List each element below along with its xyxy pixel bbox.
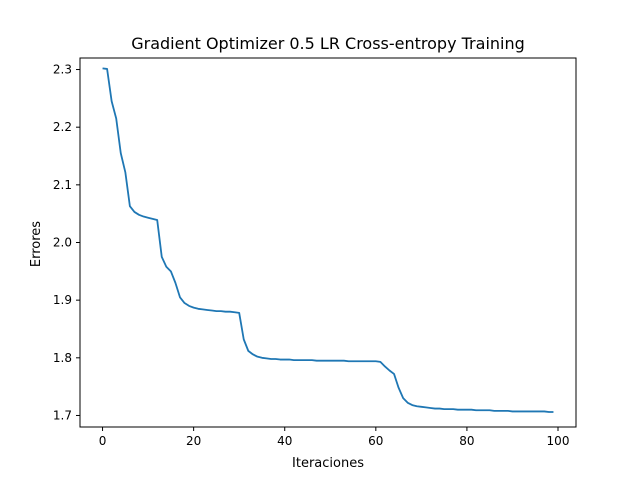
y-axis: 1.7 1.8 1.9 2.0 2.1 2.2 2.3 (53, 63, 80, 422)
x-tick-label: 20 (186, 434, 201, 448)
chart-title: Gradient Optimizer 0.5 LR Cross-entropy … (131, 34, 525, 53)
x-tick-label: 80 (459, 434, 474, 448)
y-tick-label: 2.0 (53, 236, 72, 250)
y-axis-label: Errores (29, 221, 44, 267)
y-tick-label: 1.9 (53, 293, 72, 307)
y-tick-label: 2.3 (53, 63, 72, 77)
series-line (102, 67, 554, 413)
y-tick-label: 2.1 (53, 178, 72, 192)
x-axis-label: Iteraciones (292, 456, 364, 471)
x-tick-label: 0 (99, 434, 107, 448)
y-tick-label: 2.2 (53, 120, 72, 134)
x-axis: 0 20 40 60 80 100 (99, 427, 570, 448)
x-tick-label: 60 (368, 434, 383, 448)
x-tick-label: 40 (277, 434, 292, 448)
axes-frame (79, 57, 577, 428)
x-tick-label: 100 (547, 434, 570, 448)
y-tick-label: 1.8 (53, 351, 72, 365)
y-tick-label: 1.7 (53, 408, 72, 422)
plot-area (79, 57, 577, 428)
